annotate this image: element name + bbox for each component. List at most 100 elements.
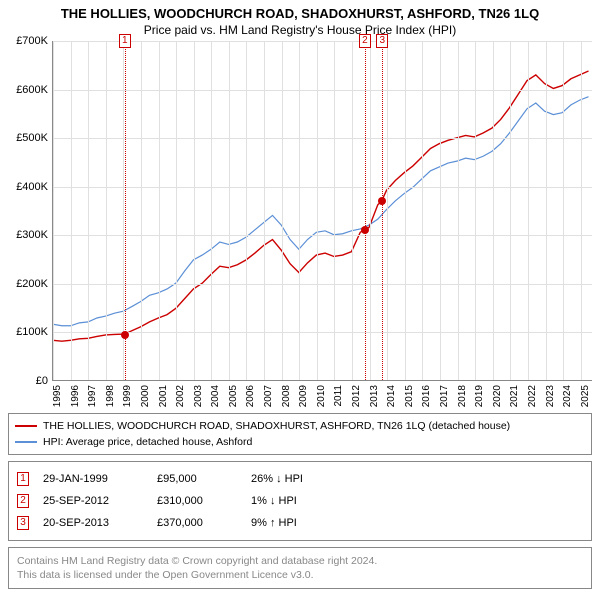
legend-label: THE HOLLIES, WOODCHURCH ROAD, SHADOXHURS… xyxy=(43,418,510,434)
event-delta: 1% ↓ HPI xyxy=(251,490,331,512)
gridline-v xyxy=(211,41,212,380)
x-tick-label: 1996 xyxy=(70,385,81,407)
gridline-v xyxy=(53,41,54,380)
gridline-v xyxy=(475,41,476,380)
y-tick-label: £200K xyxy=(16,278,48,290)
x-tick-label: 2015 xyxy=(404,385,415,407)
gridline-v xyxy=(176,41,177,380)
gridline-v xyxy=(229,41,230,380)
legend-label: HPI: Average price, detached house, Ashf… xyxy=(43,434,252,450)
legend: THE HOLLIES, WOODCHURCH ROAD, SHADOXHURS… xyxy=(8,413,592,455)
event-marker-line xyxy=(125,41,126,380)
event-row: 2 25-SEP-2012 £310,000 1% ↓ HPI xyxy=(17,490,583,512)
x-tick-label: 2011 xyxy=(333,385,344,407)
x-tick-label: 2009 xyxy=(298,385,309,407)
x-tick-label: 2021 xyxy=(509,385,520,407)
gridline-v xyxy=(141,41,142,380)
x-axis-labels: 1995199619971998199920002001200220032004… xyxy=(52,381,592,411)
gridline-v xyxy=(528,41,529,380)
page-container: THE HOLLIES, WOODCHURCH ROAD, SHADOXHURS… xyxy=(0,0,600,597)
x-tick-label: 2020 xyxy=(492,385,503,407)
gridline-v xyxy=(317,41,318,380)
footer-line: Contains HM Land Registry data © Crown c… xyxy=(17,554,583,568)
event-dot xyxy=(121,331,129,339)
gridline-v xyxy=(387,41,388,380)
events-table: 1 29-JAN-1999 £95,000 26% ↓ HPI 2 25-SEP… xyxy=(8,461,592,541)
event-date: 29-JAN-1999 xyxy=(43,468,143,490)
x-tick-label: 2018 xyxy=(457,385,468,407)
y-tick-label: £700K xyxy=(16,35,48,47)
x-tick-label: 2005 xyxy=(228,385,239,407)
event-price: £370,000 xyxy=(157,512,237,534)
y-tick-label: £600K xyxy=(16,84,48,96)
x-tick-label: 1995 xyxy=(52,385,63,407)
plot-area: 123 xyxy=(52,41,592,381)
x-tick-label: 2010 xyxy=(316,385,327,407)
gridline-v xyxy=(493,41,494,380)
event-dot xyxy=(361,226,369,234)
x-tick-label: 2012 xyxy=(351,385,362,407)
x-tick-label: 2001 xyxy=(158,385,169,407)
event-row: 1 29-JAN-1999 £95,000 26% ↓ HPI xyxy=(17,468,583,490)
event-dot xyxy=(378,197,386,205)
gridline-v xyxy=(405,41,406,380)
x-tick-label: 2022 xyxy=(527,385,538,407)
x-tick-label: 2002 xyxy=(175,385,186,407)
x-tick-label: 2024 xyxy=(562,385,573,407)
legend-item: HPI: Average price, detached house, Ashf… xyxy=(15,434,585,450)
attribution-footer: Contains HM Land Registry data © Crown c… xyxy=(8,547,592,589)
y-tick-label: £500K xyxy=(16,132,48,144)
series-hpi xyxy=(53,97,589,326)
gridline-v xyxy=(370,41,371,380)
x-tick-label: 2000 xyxy=(140,385,151,407)
series-price-paid xyxy=(53,71,589,341)
x-tick-label: 2014 xyxy=(386,385,397,407)
x-tick-label: 2007 xyxy=(263,385,274,407)
gridline-v xyxy=(194,41,195,380)
x-tick-label: 2006 xyxy=(245,385,256,407)
x-tick-label: 2023 xyxy=(545,385,556,407)
event-marker-box: 3 xyxy=(376,34,388,48)
event-marker: 3 xyxy=(17,516,29,530)
gridline-v xyxy=(510,41,511,380)
gridline-v xyxy=(106,41,107,380)
event-delta: 9% ↑ HPI xyxy=(251,512,331,534)
y-tick-label: £100K xyxy=(16,326,48,338)
gridline-v xyxy=(581,41,582,380)
event-price: £95,000 xyxy=(157,468,237,490)
x-tick-label: 2004 xyxy=(210,385,221,407)
gridline-v xyxy=(246,41,247,380)
legend-item: THE HOLLIES, WOODCHURCH ROAD, SHADOXHURS… xyxy=(15,418,585,434)
gridline-v xyxy=(264,41,265,380)
event-marker-line xyxy=(382,41,383,380)
x-tick-label: 2003 xyxy=(193,385,204,407)
event-marker-line xyxy=(365,41,366,380)
gridline-v xyxy=(440,41,441,380)
y-tick-label: £0 xyxy=(36,375,48,387)
gridline-v xyxy=(546,41,547,380)
x-tick-label: 2013 xyxy=(369,385,380,407)
x-tick-label: 1997 xyxy=(87,385,98,407)
x-tick-label: 2008 xyxy=(281,385,292,407)
gridline-v xyxy=(282,41,283,380)
chart-subtitle: Price paid vs. HM Land Registry's House … xyxy=(8,23,592,37)
chart-title: THE HOLLIES, WOODCHURCH ROAD, SHADOXHURS… xyxy=(8,6,592,21)
legend-swatch xyxy=(15,425,37,427)
event-marker-box: 1 xyxy=(119,34,131,48)
legend-swatch xyxy=(15,441,37,443)
gridline-v xyxy=(352,41,353,380)
event-marker-box: 2 xyxy=(359,34,371,48)
y-tick-label: £400K xyxy=(16,181,48,193)
event-marker: 1 xyxy=(17,472,29,486)
x-tick-label: 2017 xyxy=(439,385,450,407)
x-tick-label: 2019 xyxy=(474,385,485,407)
x-tick-label: 1999 xyxy=(122,385,133,407)
event-row: 3 20-SEP-2013 £370,000 9% ↑ HPI xyxy=(17,512,583,534)
y-axis-labels: £0£100K£200K£300K£400K£500K£600K£700K xyxy=(8,41,52,381)
gridline-v xyxy=(458,41,459,380)
chart-area: £0£100K£200K£300K£400K£500K£600K£700K 12… xyxy=(8,41,592,411)
gridline-v xyxy=(422,41,423,380)
gridline-v xyxy=(88,41,89,380)
x-tick-label: 2025 xyxy=(580,385,591,407)
x-tick-label: 2016 xyxy=(421,385,432,407)
